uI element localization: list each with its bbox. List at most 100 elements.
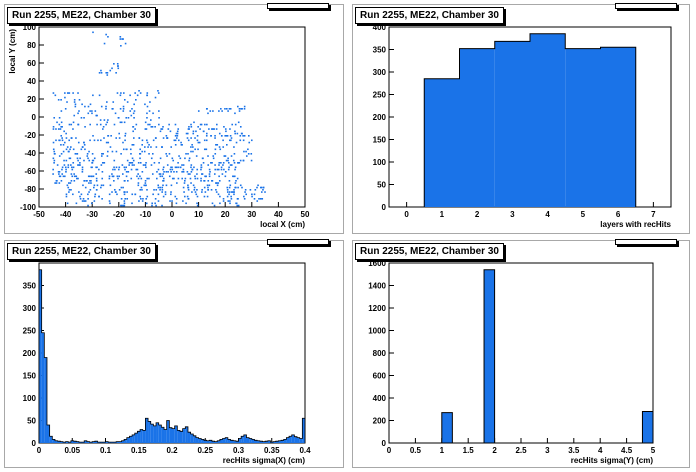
scatter-point xyxy=(56,164,59,166)
scatter-point xyxy=(136,175,138,178)
scatter-point xyxy=(146,139,148,142)
histogram-bar xyxy=(275,441,279,443)
x-tick-label: 0 xyxy=(170,210,175,219)
scatter-point xyxy=(192,132,195,135)
scatter-point xyxy=(64,166,67,169)
histogram-bar xyxy=(187,432,191,443)
scatter-point xyxy=(91,110,93,112)
scatter-point xyxy=(232,175,234,178)
scatter-point xyxy=(220,162,222,164)
scatter-point xyxy=(218,180,221,182)
histogram-bar xyxy=(39,269,42,443)
scatter-point xyxy=(253,193,256,196)
scatter-point xyxy=(89,139,91,142)
histogram-bar xyxy=(249,438,252,443)
histogram-bar xyxy=(110,442,114,443)
scatter-point xyxy=(218,164,220,166)
scatter-point xyxy=(138,90,140,92)
scatter-point xyxy=(112,101,115,103)
scatter-point xyxy=(187,184,189,187)
scatter-point xyxy=(130,177,133,180)
scatter-point xyxy=(123,191,125,193)
scatter-point xyxy=(65,159,68,162)
scatter-point xyxy=(65,193,68,196)
scatter-point xyxy=(72,121,75,124)
scatter-point xyxy=(148,177,150,180)
scatter-point xyxy=(234,186,236,189)
scatter-point xyxy=(162,126,164,128)
histogram-bar xyxy=(78,442,82,443)
scatter-point xyxy=(63,164,66,166)
scatter-point xyxy=(193,166,195,169)
scatter-point xyxy=(169,130,172,133)
scatter-point xyxy=(65,168,67,171)
scatter-point xyxy=(72,128,74,130)
scatter-point xyxy=(187,153,189,155)
scatter-point xyxy=(97,139,99,142)
scatter-point xyxy=(122,204,125,207)
scatter-point xyxy=(58,182,61,184)
scatter-point xyxy=(242,135,244,137)
x-tick-label: -30 xyxy=(86,210,98,219)
scatter-point xyxy=(115,72,117,74)
scatter-point xyxy=(53,162,55,164)
scatter-point xyxy=(52,128,55,130)
scatter-point xyxy=(186,132,189,135)
scatter-point xyxy=(235,180,237,182)
scatter-point xyxy=(107,141,110,144)
scatter-point xyxy=(177,177,180,180)
scatter-point xyxy=(125,117,128,119)
histogram-bar xyxy=(193,435,196,443)
scatter-point xyxy=(144,121,147,124)
scatter-point xyxy=(134,92,136,94)
scatter-point xyxy=(111,108,114,110)
scatter-point xyxy=(228,186,231,189)
scatter-point xyxy=(53,150,56,153)
histogram-bar xyxy=(68,442,71,443)
scatter-point xyxy=(209,171,211,173)
scatter-point xyxy=(58,155,61,157)
scatter-point xyxy=(68,123,71,126)
scatter-point xyxy=(123,99,126,101)
histogram-bar xyxy=(129,436,133,443)
scatter-point xyxy=(111,191,113,193)
scatter-point xyxy=(55,180,58,182)
scatter-point xyxy=(100,164,103,166)
scatter-point xyxy=(201,157,204,160)
scatter-point xyxy=(92,135,94,137)
scatter-point xyxy=(259,198,262,200)
scatter-point xyxy=(127,117,130,119)
scatter-point xyxy=(262,186,265,189)
sigmax-title: Run 2255, ME22, Chamber 30 xyxy=(7,243,156,260)
histogram-bar xyxy=(94,441,98,443)
scatter-point xyxy=(139,153,141,155)
scatter-point xyxy=(60,99,62,101)
scatter-point xyxy=(264,191,266,193)
scatter-point xyxy=(132,159,135,162)
histogram-bar xyxy=(225,437,228,443)
x-tick-label: 0.5 xyxy=(410,446,422,455)
scatter-point xyxy=(250,153,253,155)
scatter-point xyxy=(223,168,225,171)
scatter-point xyxy=(213,173,216,175)
histogram-bar xyxy=(182,428,186,443)
scatter-point xyxy=(175,171,178,173)
scatter-point xyxy=(73,175,76,178)
scatter-point xyxy=(177,139,180,142)
scatter-point xyxy=(124,135,126,137)
scatter-point xyxy=(210,189,213,191)
scatter-point xyxy=(148,110,151,112)
histogram-bar xyxy=(166,420,170,443)
scatter-point xyxy=(174,166,177,169)
scatter-point xyxy=(71,168,74,171)
histogram-bar xyxy=(142,430,146,443)
scatter-point xyxy=(95,180,98,182)
scatter-point xyxy=(81,168,84,171)
scatter-point xyxy=(103,162,106,164)
scatter-point xyxy=(201,173,203,175)
scatter-point xyxy=(228,180,231,182)
scatter-point xyxy=(68,92,71,94)
scatter-point xyxy=(84,148,86,151)
scatter-point xyxy=(162,177,165,180)
scatter-point xyxy=(131,193,134,196)
